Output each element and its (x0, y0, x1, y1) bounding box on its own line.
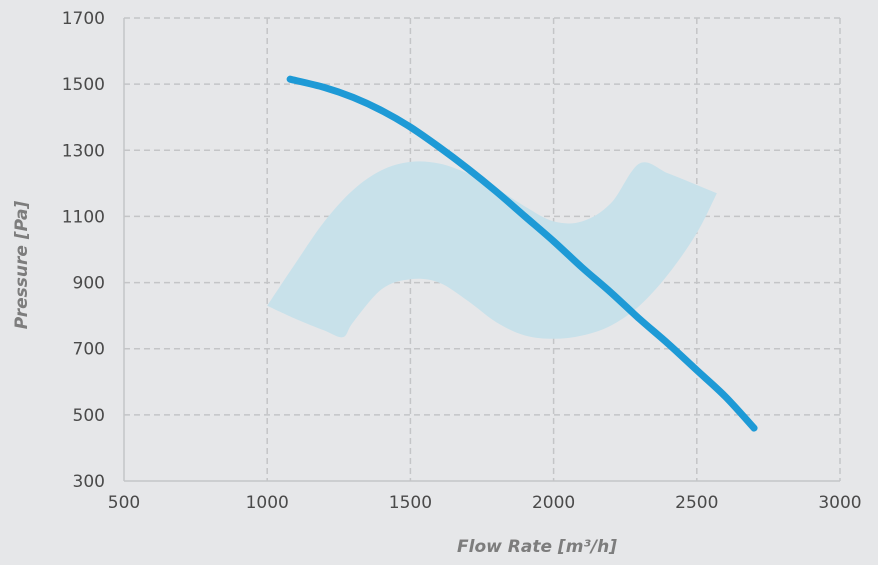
x-tick-label: 2500 (675, 493, 718, 513)
x-tick-label: 3000 (818, 493, 861, 513)
y-tick-label: 1500 (62, 75, 105, 95)
x-tick-label: 500 (108, 493, 140, 513)
y-tick-label: 1100 (62, 207, 105, 227)
y-axis-title: Pressure [Pa] (12, 201, 32, 330)
line-layer (286, 75, 758, 432)
operating-range-band (267, 161, 717, 339)
band-layer (267, 161, 717, 339)
x-axis-title: Flow Rate [m³/h] (457, 537, 617, 557)
y-tick-label: 700 (73, 340, 105, 360)
x-tick-label: 2000 (532, 493, 575, 513)
y-tick-label: 1300 (62, 141, 105, 161)
y-tick-label: 900 (73, 274, 105, 294)
x-tick-label: 1500 (389, 493, 432, 513)
y-tick-label: 500 (73, 406, 105, 426)
tick-labels: 500 1000 1500 2000 2500 300030050070090011001… (62, 9, 862, 513)
x-tick-label: 1000 (246, 493, 289, 513)
y-tick-label: 1700 (62, 9, 105, 29)
y-tick-label: 300 (73, 472, 105, 492)
pressure-curve-line (286, 75, 758, 432)
